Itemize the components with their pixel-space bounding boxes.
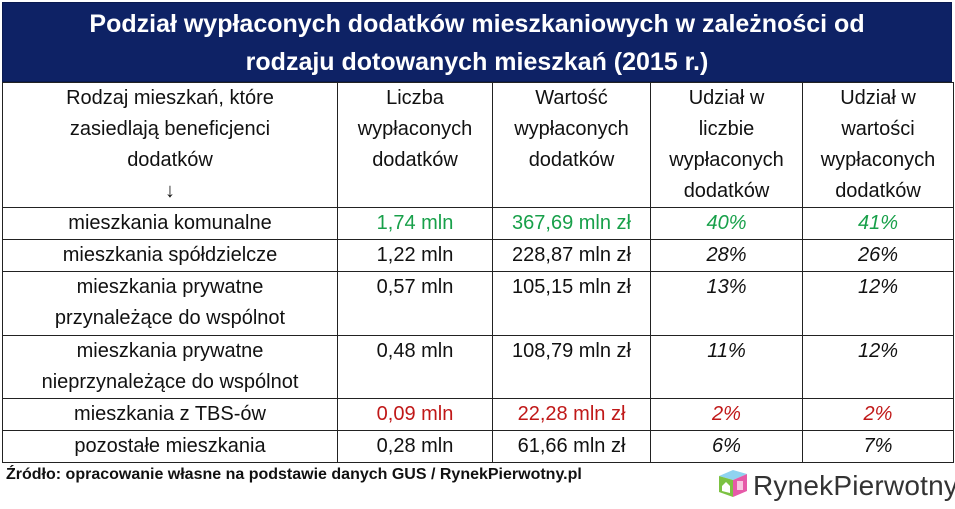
cell-count: 0,57 mln: [337, 271, 493, 336]
cell-share-count: 6%: [650, 430, 803, 463]
page-title: Podział wypłaconych dodatków mieszkaniow…: [2, 2, 952, 82]
header-text: dodatków: [528, 149, 615, 171]
cell-share-value: 2%: [802, 398, 954, 431]
cell-value: 22,28 mln zł: [492, 398, 651, 431]
cell-value: 367,69 mln zł: [492, 207, 651, 240]
cell-share-value: 7%: [802, 430, 954, 463]
cell-value: 61,66 mln zł: [492, 430, 651, 463]
header-row: Rodzaj mieszkań, które zasiedlają benefi…: [2, 82, 954, 208]
cell-count: 1,74 mln: [337, 207, 493, 240]
table-row: mieszkania komunalne 1,74 mln 367,69 mln…: [2, 207, 954, 240]
cell-share-count: 11%: [650, 335, 803, 399]
header-share-value: Udział w wartości wypłaconych dodatków: [802, 82, 954, 208]
table-row: mieszkania prywatne nieprzynależące do w…: [2, 335, 954, 399]
header-text: wypłaconych: [820, 149, 936, 171]
cell-value: 105,15 mln zł: [492, 271, 651, 336]
header-text: liczbie: [698, 118, 755, 140]
cell-type: mieszkania komunalne: [2, 207, 338, 240]
cell-type-line: mieszkania prywatne: [76, 276, 264, 298]
table-row: pozostałe mieszkania 0,28 mln 61,66 mln …: [2, 430, 954, 463]
header-text: wartości: [841, 118, 915, 140]
header-text: dodatków: [835, 180, 921, 202]
cell-value: 228,87 mln zł: [492, 239, 651, 272]
cell-share-value: 12%: [802, 335, 954, 399]
cell-count: 1,22 mln: [337, 239, 493, 272]
cell-type-line: przynależące do wspólnot: [54, 307, 286, 329]
cell-share-value: 26%: [802, 239, 954, 272]
header-text: Udział w: [840, 87, 916, 109]
header-text: dodatków: [683, 180, 770, 202]
header-text: Udział w: [688, 87, 765, 109]
cell-share-count: 13%: [650, 271, 803, 336]
table-row: mieszkania z TBS-ów 0,09 mln 22,28 mln z…: [2, 398, 954, 431]
header-share-count: Udział w liczbie wypłaconych dodatków: [650, 82, 803, 208]
cell-share-value: 12%: [802, 271, 954, 336]
brand-name: RynekPierwotny: [753, 469, 955, 501]
table-row: mieszkania prywatne przynależące do wspó…: [2, 271, 954, 336]
cell-share-count: 28%: [650, 239, 803, 272]
header-count: Liczba wypłaconych dodatków: [337, 82, 493, 208]
arrow-down-icon: ↓: [165, 180, 175, 202]
cell-type: mieszkania spółdzielcze: [2, 239, 338, 272]
header-text: zasiedlają beneficjenci: [69, 118, 271, 140]
cell-count: 0,28 mln: [337, 430, 493, 463]
cell-type-line: nieprzynależące do wspólnot: [41, 371, 299, 393]
infographic: Podział wypłaconych dodatków mieszkaniow…: [2, 2, 954, 463]
brand-logo: RynekPierwotny: [717, 468, 955, 503]
cell-type: mieszkania z TBS-ów: [2, 398, 338, 431]
table-row: mieszkania spółdzielcze 1,22 mln 228,87 …: [2, 239, 954, 272]
cell-share-value: 41%: [802, 207, 954, 240]
header-text: wypłaconych: [514, 118, 629, 140]
header-text: Wartość: [535, 87, 608, 109]
cell-type: mieszkania prywatne nieprzynależące do w…: [2, 335, 338, 399]
header-text: wypłaconych: [669, 149, 784, 171]
header-text: Liczba: [386, 87, 444, 109]
cell-share-count: 40%: [650, 207, 803, 240]
header-text: Rodzaj mieszkań, które: [66, 87, 274, 109]
header-value: Wartość wypłaconych dodatków: [492, 82, 651, 208]
header-text: dodatków: [127, 149, 213, 171]
title-line-2: rodzaju dotowanych mieszkań (2015 r.): [245, 48, 709, 76]
source-note: Źródło: opracowanie własne na podstawie …: [6, 466, 582, 483]
cell-type: pozostałe mieszkania: [2, 430, 338, 463]
header-text: dodatków: [372, 149, 458, 171]
header-text: wypłaconych: [357, 118, 473, 140]
title-line-1: Podział wypłaconych dodatków mieszkaniow…: [89, 10, 865, 38]
cell-share-count: 2%: [650, 398, 803, 431]
cell-type-line: mieszkania prywatne: [76, 340, 264, 362]
house-cube-icon: [717, 468, 749, 503]
cell-count: 0,48 mln: [337, 335, 493, 399]
cell-count: 0,09 mln: [337, 398, 493, 431]
cell-value: 108,79 mln zł: [492, 335, 651, 399]
data-table: Rodzaj mieszkań, które zasiedlają benefi…: [2, 82, 954, 463]
header-type: Rodzaj mieszkań, które zasiedlają benefi…: [2, 82, 338, 208]
cell-type: mieszkania prywatne przynależące do wspó…: [2, 271, 338, 336]
